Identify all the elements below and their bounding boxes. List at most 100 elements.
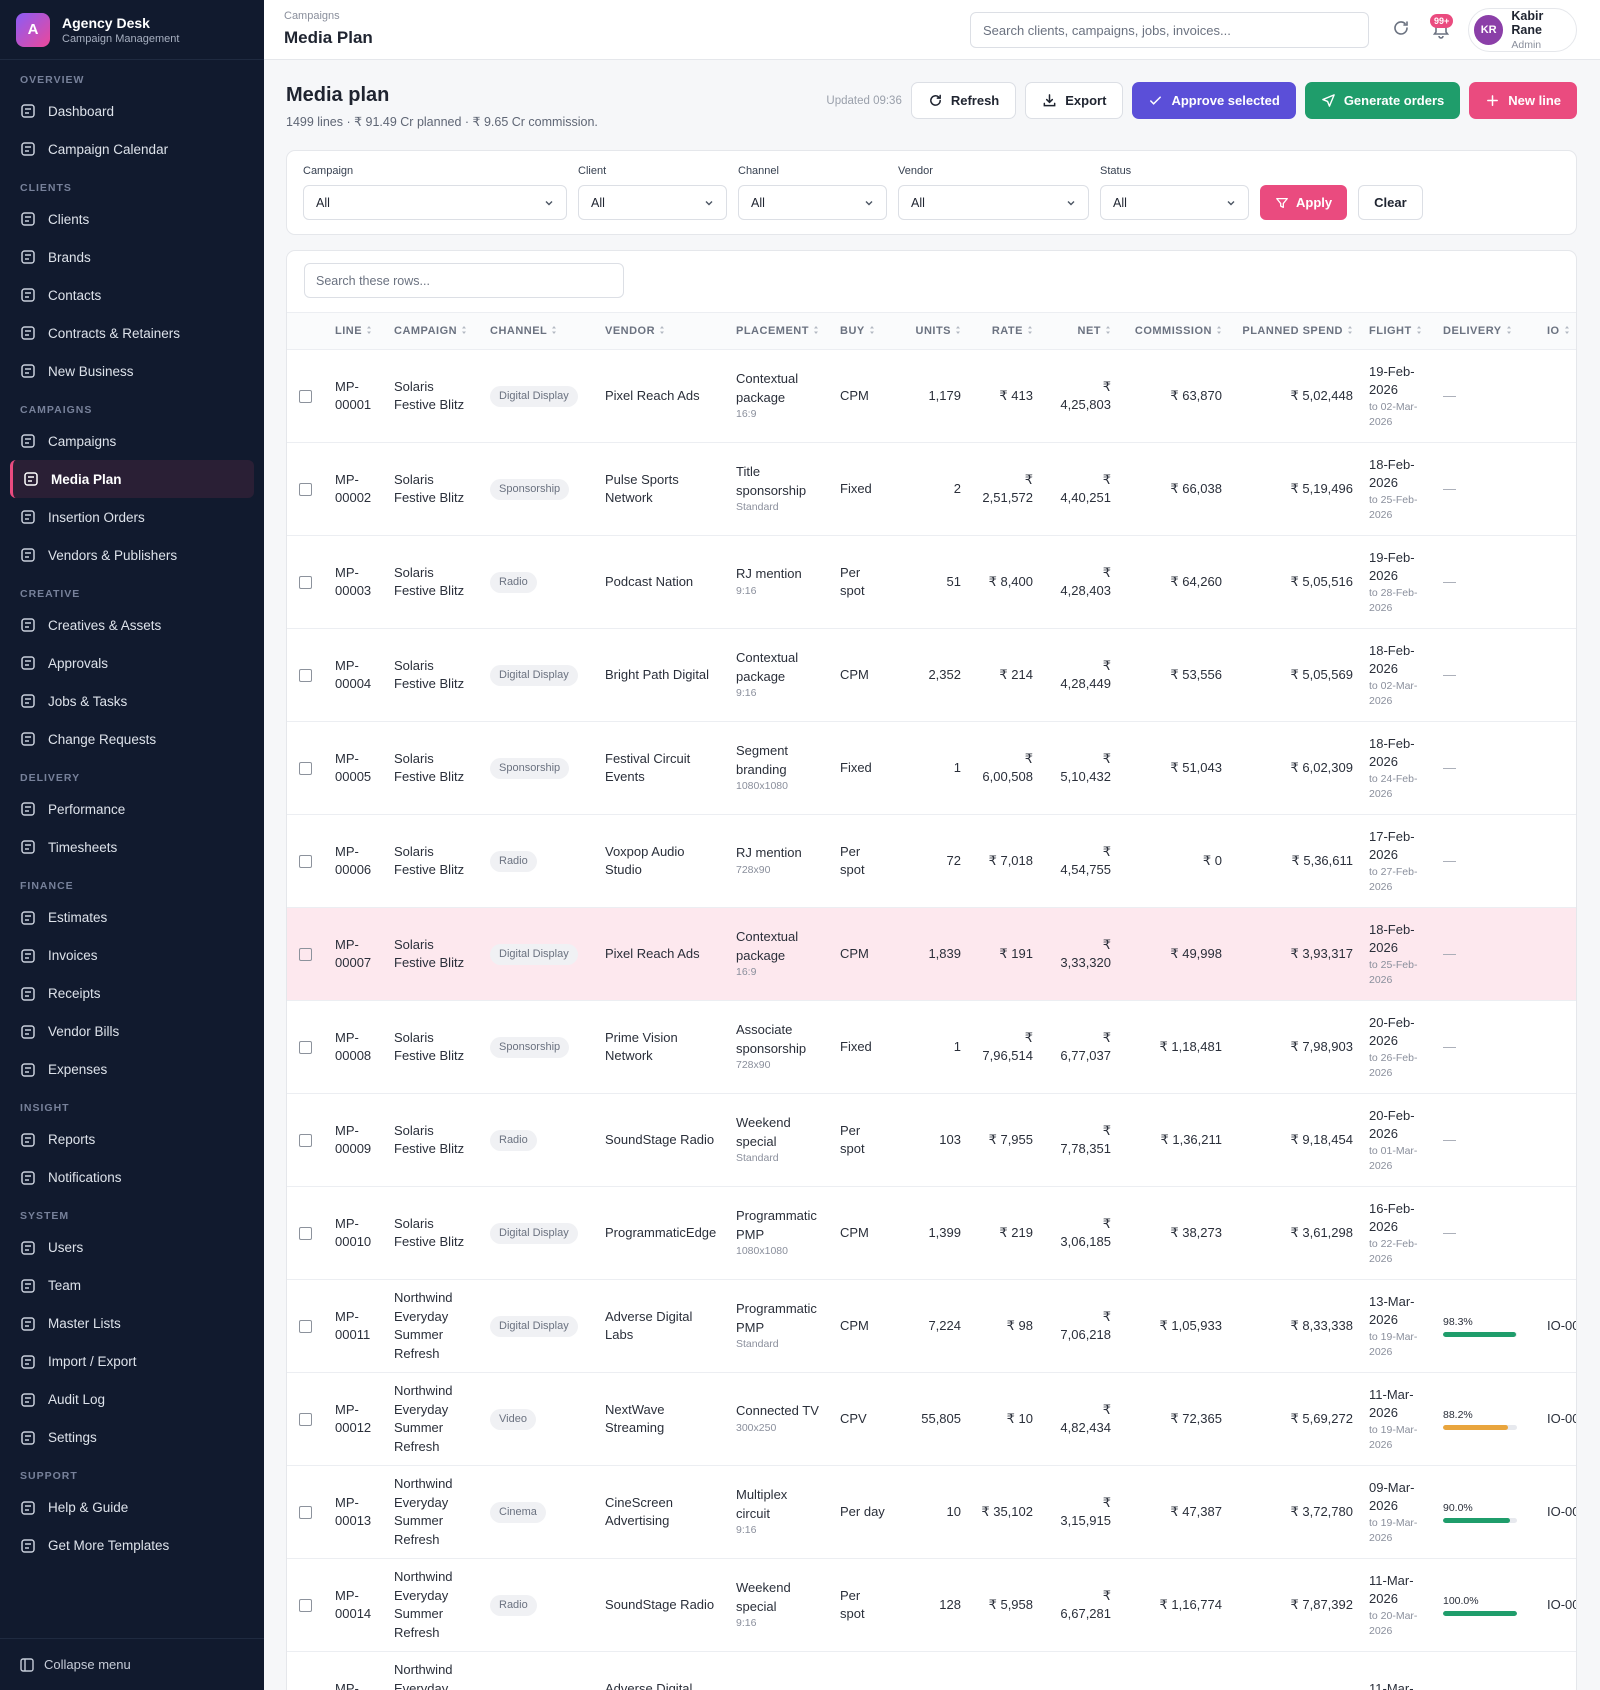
header-cell[interactable]: LINE	[327, 312, 386, 350]
nav-item[interactable]: Media Plan	[10, 460, 254, 499]
header-cell[interactable]: COMMISSION	[1119, 312, 1230, 350]
row-search[interactable]: Search these rows...	[304, 263, 624, 298]
filter-select[interactable]: All	[303, 185, 567, 220]
refresh-icon[interactable]	[1392, 19, 1410, 37]
filter-select[interactable]: All	[1100, 185, 1249, 220]
table-row[interactable]: MP-00011 Northwind Everyday Summer Refres…	[287, 1279, 1576, 1373]
filter-select[interactable]: All	[738, 185, 887, 220]
row-checkbox[interactable]	[299, 668, 312, 682]
nav-item[interactable]: Creatives & Assets	[0, 606, 254, 644]
action-button[interactable]: Approve selected	[1132, 82, 1296, 119]
row-checkbox[interactable]	[299, 1133, 312, 1147]
nav-item[interactable]: Expenses	[0, 1051, 254, 1089]
table-row[interactable]: MP-00009 Solaris Festive Blitz Radio SoundS…	[287, 1093, 1576, 1187]
nav-item[interactable]: Users	[0, 1229, 254, 1267]
nav-item[interactable]: Change Requests	[0, 720, 254, 758]
table-row[interactable]: MP-00001 Solaris Festive Blitz Digital Dis…	[287, 349, 1576, 443]
header-cell[interactable]: RATE	[969, 312, 1041, 350]
header-cell[interactable]: IO	[1539, 312, 1576, 350]
nav-item[interactable]: Contacts	[0, 276, 254, 314]
icon-part	[21, 910, 35, 925]
row-checkbox[interactable]	[299, 761, 312, 775]
action-button[interactable]: Refresh	[910, 82, 1017, 119]
row-checkbox[interactable]	[299, 947, 312, 961]
header-cell[interactable]: PLACEMENT	[728, 312, 832, 350]
nav-item[interactable]: Help & Guide	[0, 1489, 254, 1527]
nav-item[interactable]: Receipts	[0, 975, 254, 1013]
table-row[interactable]: MP-00005 Solaris Festive Blitz Sponsorship…	[287, 721, 1576, 815]
icon	[21, 694, 35, 709]
row-checkbox[interactable]	[299, 1319, 312, 1333]
header-cell[interactable]: FLIGHT	[1361, 312, 1435, 350]
icon-part	[21, 548, 35, 563]
filter-select[interactable]: All	[578, 185, 727, 220]
nav-item[interactable]: New Business	[0, 352, 254, 390]
row-checkbox[interactable]	[299, 575, 312, 589]
nav-item[interactable]: Get More Templates	[0, 1527, 254, 1565]
user-menu[interactable]: KR Kabir Rane Admin	[1468, 8, 1577, 52]
row-checkbox[interactable]	[299, 854, 312, 868]
cell-text: ₹ 7,018	[988, 852, 1033, 868]
brand[interactable]: A Agency Desk Campaign Management	[0, 0, 264, 60]
table-row[interactable]: MP-00014 Northwind Everyday Summer Refres…	[287, 1558, 1576, 1652]
nav-item[interactable]: Audit Log	[0, 1381, 254, 1419]
header-cell[interactable]: UNITS	[894, 312, 969, 350]
apply-button[interactable]: Apply	[1260, 185, 1348, 220]
header-cell[interactable]: CHANNEL	[482, 312, 597, 350]
row-checkbox[interactable]	[299, 1505, 312, 1519]
table-row[interactable]: MP-00013 Northwind Everyday Summer Refres…	[287, 1465, 1576, 1559]
nav-item[interactable]: Import / Export	[0, 1343, 254, 1381]
nav-item[interactable]: Contracts & Retainers	[0, 314, 254, 352]
row-checkbox[interactable]	[299, 1040, 312, 1054]
breadcrumb[interactable]: Campaigns	[284, 10, 340, 22]
nav-item[interactable]: Performance	[0, 790, 254, 828]
nav-item[interactable]: Team	[0, 1267, 254, 1305]
action-button[interactable]: Export	[1025, 82, 1124, 119]
table-row[interactable]: MP-00008 Solaris Festive Blitz Sponsorship…	[287, 1000, 1576, 1094]
header-cell[interactable]: VENDOR	[597, 312, 728, 350]
nav-item[interactable]: Campaigns	[0, 422, 254, 460]
header-cell[interactable]: NET	[1041, 312, 1119, 350]
nav-item[interactable]: Master Lists	[0, 1305, 254, 1343]
table-row[interactable]: MP-00003 Solaris Festive Blitz Radio Podcas…	[287, 535, 1576, 629]
table-row[interactable]: MP-00010 Solaris Festive Blitz Digital Dis…	[287, 1186, 1576, 1280]
nav-item[interactable]: Clients	[0, 200, 254, 238]
collapse-menu[interactable]: Collapse menu	[0, 1638, 264, 1690]
table-row[interactable]: MP-00002 Solaris Festive Blitz Sponsorship…	[287, 442, 1576, 536]
nav-item[interactable]: Estimates	[0, 899, 254, 937]
row-checkbox[interactable]	[299, 482, 312, 496]
filter-select[interactable]: All	[898, 185, 1089, 220]
table-row[interactable]: MP-00012 Northwind Everyday Summer Refres…	[287, 1372, 1576, 1466]
cell-text: IO-0000	[1547, 1503, 1576, 1519]
table-row[interactable]: MP-00015 Northwind Everyday Summer Refres…	[287, 1651, 1576, 1690]
nav-item[interactable]: Reports	[0, 1121, 254, 1159]
nav-item[interactable]: Dashboard	[0, 92, 254, 130]
row-checkbox[interactable]	[299, 1226, 312, 1240]
clear-button[interactable]: Clear	[1358, 185, 1423, 220]
header-cell[interactable]: PLANNED SPEND	[1230, 312, 1361, 350]
nav-item[interactable]: Invoices	[0, 937, 254, 975]
nav-item[interactable]: Notifications	[0, 1159, 254, 1197]
row-checkbox[interactable]	[299, 1412, 312, 1426]
icon-part	[21, 1241, 35, 1255]
header-cell[interactable]: BUY	[832, 312, 894, 350]
nav-item[interactable]: Brands	[0, 238, 254, 276]
nav-item[interactable]: Vendors & Publishers	[0, 536, 254, 574]
row-checkbox[interactable]	[299, 389, 312, 403]
nav-item[interactable]: Insertion Orders	[0, 498, 254, 536]
nav-item[interactable]: Vendor Bills	[0, 1013, 254, 1051]
table-row[interactable]: MP-00004 Solaris Festive Blitz Digital Dis…	[287, 628, 1576, 722]
action-button[interactable]: Generate orders	[1304, 82, 1461, 119]
nav-item[interactable]: Jobs & Tasks	[0, 682, 254, 720]
table-row[interactable]: MP-00006 Solaris Festive Blitz Radio Voxpop…	[287, 814, 1576, 908]
nav-item[interactable]: Settings	[0, 1419, 254, 1457]
nav-item[interactable]: Timesheets	[0, 828, 254, 866]
nav-item[interactable]: Approvals	[0, 644, 254, 682]
table-row[interactable]: MP-00007 Solaris Festive Blitz Digital Dis…	[287, 907, 1576, 1001]
header-cell[interactable]: CAMPAIGN	[386, 312, 482, 350]
header-cell[interactable]: DELIVERY	[1435, 312, 1539, 350]
nav-item[interactable]: Campaign Calendar	[0, 130, 254, 168]
action-button[interactable]: New line	[1469, 82, 1577, 119]
row-checkbox[interactable]	[299, 1598, 312, 1612]
global-search[interactable]: Search clients, campaigns, jobs, invoice…	[970, 12, 1369, 48]
